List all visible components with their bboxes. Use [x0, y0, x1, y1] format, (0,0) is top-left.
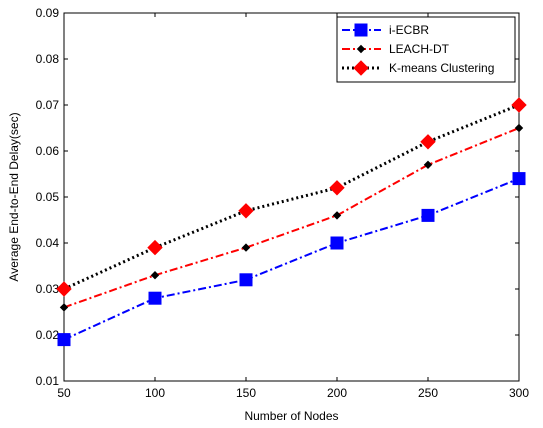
y-tick-label: 0.07 [36, 98, 60, 112]
x-tick-label: 50 [57, 386, 71, 400]
data-point-2 [329, 180, 345, 196]
legend: i-ECBR LEACH-DT K-means Clustering [336, 16, 516, 83]
legend-label: LEACH-DT [389, 42, 450, 56]
data-point-0 [148, 291, 162, 305]
data-point-2 [238, 203, 254, 219]
data-point-0 [239, 273, 253, 287]
data-point-1 [514, 123, 524, 133]
x-tick-label: 250 [418, 386, 438, 400]
data-point-0 [57, 333, 71, 347]
data-point-1 [59, 303, 69, 312]
series-line-2 [63, 103, 520, 291]
y-tick-label: 0.04 [36, 236, 60, 250]
y-axis-title: Average End-to-End Delay(sec) [7, 112, 21, 281]
data-point-2 [511, 97, 527, 113]
x-tick-label: 100 [145, 386, 165, 400]
data-point-1 [332, 211, 342, 220]
legend-marker-2 [353, 60, 369, 76]
x-tick-label: 150 [236, 386, 256, 400]
series-line-1 [63, 127, 520, 309]
data-point-0 [330, 236, 344, 250]
data-point-0 [421, 208, 435, 222]
y-tick-label: 0.08 [36, 52, 60, 66]
legend-marker-1 [356, 44, 366, 54]
data-point-2 [420, 134, 436, 150]
y-tick-label: 0.09 [36, 6, 60, 20]
x-tick-label: 300 [509, 386, 529, 400]
y-tick-label: 0.02 [36, 328, 60, 342]
data-point-2 [56, 281, 72, 297]
legend-marker-0 [354, 23, 368, 37]
y-tick-label: 0.01 [36, 374, 60, 388]
series-markers [56, 97, 527, 347]
data-point-0 [512, 172, 526, 186]
data-point-1 [150, 270, 160, 280]
y-tick-label: 0.03 [36, 282, 60, 296]
legend-label: K-means Clustering [389, 61, 494, 75]
data-point-1 [423, 160, 433, 170]
axis-ticks: 50 100 150 200 250 300 0.01 0.02 0.03 0.04 0.05 0.0… [36, 6, 530, 400]
legend-label: i-ECBR [389, 23, 429, 37]
data-point-1 [241, 243, 251, 252]
x-axis-title: Number of Nodes [244, 409, 338, 423]
data-point-2 [147, 239, 163, 256]
y-tick-label: 0.06 [36, 144, 60, 158]
series-line-0 [63, 177, 520, 341]
y-tick-label: 0.05 [36, 190, 60, 204]
x-tick-label: 200 [327, 386, 347, 400]
series-lines [63, 103, 520, 341]
